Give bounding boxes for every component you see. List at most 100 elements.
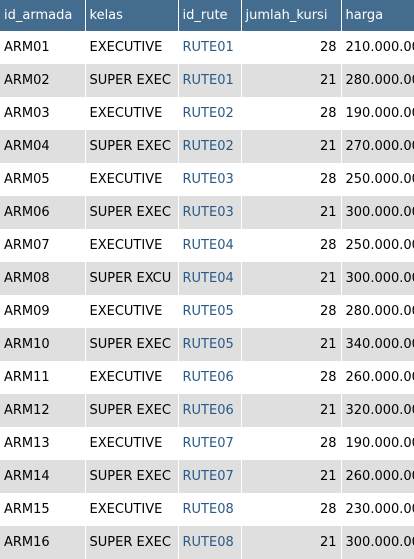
cell-id-rute[interactable]: RUTE06 [178,361,242,394]
cell-id-rute[interactable]: RUTE04 [178,229,242,262]
cell-jumlah-kursi: 21 [241,196,342,229]
cell-jumlah-kursi: 28 [241,493,342,526]
column-header-id-armada[interactable]: id_armada [0,0,86,31]
column-header-id-rute[interactable]: id_rute [178,0,242,31]
cell-id-armada: ARM08 [0,262,86,295]
cell-id-rute[interactable]: RUTE03 [178,163,242,196]
cell-jumlah-kursi: 28 [241,163,342,196]
cell-id-rute[interactable]: RUTE01 [178,31,242,64]
cell-jumlah-kursi: 28 [241,97,342,130]
cell-id-rute[interactable]: RUTE03 [178,196,242,229]
cell-jumlah-kursi: 21 [241,526,342,559]
cell-id-armada: ARM03 [0,97,86,130]
cell-harga: 280.000.00 [341,295,414,328]
cell-kelas: EXECUTIVE [85,163,179,196]
cell-id-rute[interactable]: RUTE06 [178,394,242,427]
cell-jumlah-kursi: 28 [241,31,342,64]
table-row[interactable]: ARM14 SUPER EXEC RUTE07 21 260.000.00 [0,460,414,493]
cell-id-rute[interactable]: RUTE07 [178,460,242,493]
cell-harga: 190.000.00 [341,427,414,460]
cell-harga: 190.000.00 [341,97,414,130]
cell-kelas: EXECUTIVE [85,97,179,130]
table-header: id_armada kelas id_rute jumlah_kursi har… [0,0,414,31]
cell-jumlah-kursi: 28 [241,427,342,460]
cell-id-rute[interactable]: RUTE04 [178,262,242,295]
cell-jumlah-kursi: 21 [241,394,342,427]
cell-id-armada: ARM02 [0,64,86,97]
table-row[interactable]: ARM11 EXECUTIVE RUTE06 28 260.000.00 [0,361,414,394]
table-row[interactable]: ARM10 SUPER EXEC RUTE05 21 340.000.00 [0,328,414,361]
table-row[interactable]: ARM06 SUPER EXEC RUTE03 21 300.000.00 [0,196,414,229]
table-row[interactable]: ARM15 EXECUTIVE RUTE08 28 230.000.00 [0,493,414,526]
cell-kelas: SUPER EXEC [85,130,179,163]
cell-jumlah-kursi: 28 [241,295,342,328]
column-header-kelas[interactable]: kelas [85,0,179,31]
cell-kelas: SUPER EXEC [85,394,179,427]
cell-jumlah-kursi: 21 [241,262,342,295]
cell-id-armada: ARM05 [0,163,86,196]
cell-kelas: SUPER EXEC [85,526,179,559]
table-row[interactable]: ARM08 SUPER EXCU RUTE04 21 300.000.00 [0,262,414,295]
table-row[interactable]: ARM12 SUPER EXEC RUTE06 21 320.000.00 [0,394,414,427]
cell-jumlah-kursi: 28 [241,229,342,262]
column-header-harga[interactable]: harga [341,0,414,31]
cell-id-rute[interactable]: RUTE01 [178,64,242,97]
cell-harga: 280.000.00 [341,64,414,97]
cell-id-armada: ARM01 [0,31,86,64]
cell-id-rute[interactable]: RUTE02 [178,97,242,130]
cell-kelas: EXECUTIVE [85,361,179,394]
cell-kelas: EXECUTIVE [85,229,179,262]
table-row[interactable]: ARM01 EXECUTIVE RUTE01 28 210.000.00 [0,31,414,64]
cell-id-rute[interactable]: RUTE08 [178,526,242,559]
cell-id-rute[interactable]: RUTE05 [178,328,242,361]
table-row[interactable]: ARM07 EXECUTIVE RUTE04 28 250.000.00 [0,229,414,262]
cell-kelas: SUPER EXEC [85,64,179,97]
cell-kelas: EXECUTIVE [85,295,179,328]
cell-kelas: EXECUTIVE [85,427,179,460]
cell-harga: 320.000.00 [341,394,414,427]
cell-id-armada: ARM06 [0,196,86,229]
cell-harga: 340.000.00 [341,328,414,361]
table-row[interactable]: ARM04 SUPER EXEC RUTE02 21 270.000.00 [0,130,414,163]
cell-id-armada: ARM10 [0,328,86,361]
cell-id-armada: ARM14 [0,460,86,493]
cell-id-armada: ARM04 [0,130,86,163]
cell-id-armada: ARM15 [0,493,86,526]
table-row[interactable]: ARM13 EXECUTIVE RUTE07 28 190.000.00 [0,427,414,460]
cell-kelas: SUPER EXCU [85,262,179,295]
cell-id-armada: ARM13 [0,427,86,460]
cell-kelas: EXECUTIVE [85,31,179,64]
cell-id-armada: ARM11 [0,361,86,394]
cell-jumlah-kursi: 21 [241,130,342,163]
cell-kelas: SUPER EXEC [85,460,179,493]
cell-kelas: EXECUTIVE [85,493,179,526]
cell-harga: 210.000.00 [341,31,414,64]
table-body: ARM01 EXECUTIVE RUTE01 28 210.000.00 ARM02 SUP… [0,31,414,559]
cell-jumlah-kursi: 28 [241,361,342,394]
table-row[interactable]: ARM09 EXECUTIVE RUTE05 28 280.000.00 [0,295,414,328]
cell-harga: 300.000.00 [341,196,414,229]
cell-id-armada: ARM12 [0,394,86,427]
table-row[interactable]: ARM16 SUPER EXEC RUTE08 21 300.000.00 [0,526,414,559]
cell-jumlah-kursi: 21 [241,328,342,361]
cell-id-rute[interactable]: RUTE05 [178,295,242,328]
cell-harga: 230.000.00 [341,493,414,526]
table-row[interactable]: ARM03 EXECUTIVE RUTE02 28 190.000.00 [0,97,414,130]
cell-id-rute[interactable]: RUTE08 [178,493,242,526]
table-row[interactable]: ARM05 EXECUTIVE RUTE03 28 250.000.00 [0,163,414,196]
cell-harga: 250.000.00 [341,229,414,262]
cell-harga: 270.000.00 [341,130,414,163]
cell-id-rute[interactable]: RUTE02 [178,130,242,163]
cell-kelas: SUPER EXEC [85,196,179,229]
table-row[interactable]: ARM02 SUPER EXEC RUTE01 21 280.000.00 [0,64,414,97]
column-header-jumlah-kursi[interactable]: jumlah_kursi [241,0,342,31]
cell-id-armada: ARM09 [0,295,86,328]
cell-id-rute[interactable]: RUTE07 [178,427,242,460]
cell-kelas: SUPER EXEC [85,328,179,361]
cell-harga: 300.000.00 [341,526,414,559]
cell-harga: 300.000.00 [341,262,414,295]
cell-harga: 260.000.00 [341,460,414,493]
cell-jumlah-kursi: 21 [241,64,342,97]
cell-id-armada: ARM16 [0,526,86,559]
